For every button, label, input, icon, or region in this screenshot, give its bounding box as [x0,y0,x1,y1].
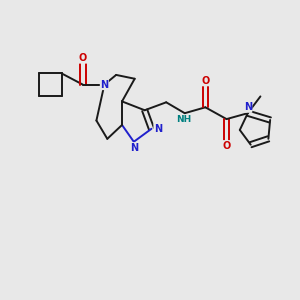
Text: O: O [79,53,87,63]
Text: O: O [201,76,209,86]
Text: N: N [130,142,138,153]
Text: N: N [100,80,108,90]
Text: O: O [222,141,231,151]
Text: N: N [154,124,162,134]
Text: N: N [244,102,252,112]
Text: NH: NH [176,115,191,124]
